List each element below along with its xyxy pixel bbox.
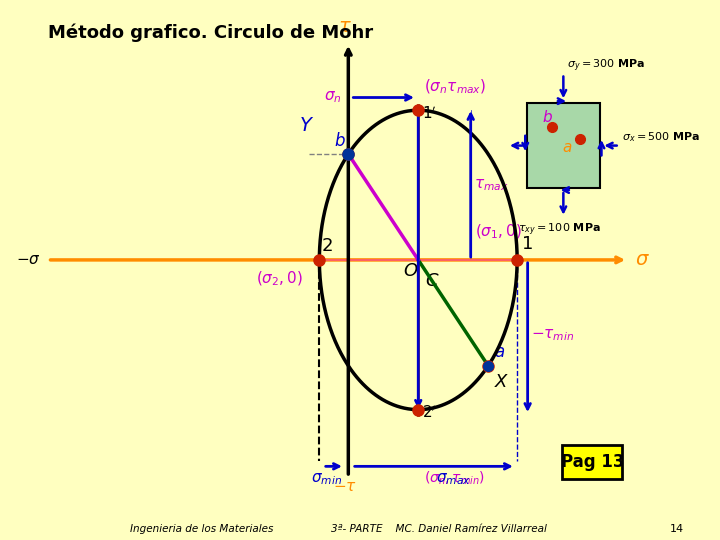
Text: $2'$: $2'$ (423, 404, 437, 421)
Text: $a$: $a$ (562, 140, 572, 156)
Text: $\sigma_n$: $\sigma_n$ (324, 90, 341, 105)
Text: $a$: $a$ (494, 343, 505, 361)
Text: 3ª- PARTE    MC. Daniel Ramírez Villarreal: 3ª- PARTE MC. Daniel Ramírez Villarreal (331, 524, 547, 534)
Text: $Y$: $Y$ (300, 116, 315, 135)
Text: $(\sigma_2, 0)$: $(\sigma_2, 0)$ (256, 269, 303, 288)
Text: $b$: $b$ (541, 109, 553, 125)
Text: $X$: $X$ (494, 373, 509, 391)
Text: $(\sigma_n\tau_{max})$: $(\sigma_n\tau_{max})$ (424, 77, 486, 96)
Text: $-\sigma$: $-\sigma$ (16, 252, 40, 267)
Text: $(\sigma_n, \tau_{min})$: $(\sigma_n, \tau_{min})$ (424, 469, 485, 487)
Text: $2$: $2$ (321, 238, 333, 255)
Text: $-\tau_{min}$: $-\tau_{min}$ (531, 327, 575, 342)
Text: $\sigma_{min}$: $\sigma_{min}$ (311, 471, 343, 487)
Text: $1'$: $1'$ (423, 105, 437, 122)
Text: 14: 14 (670, 524, 684, 534)
Text: Método grafico. Circulo de Mohr: Método grafico. Circulo de Mohr (48, 24, 373, 42)
FancyBboxPatch shape (562, 445, 623, 479)
Text: $b$: $b$ (334, 132, 346, 150)
Text: $\sigma_y= 300$ MPa: $\sigma_y= 300$ MPa (567, 58, 645, 74)
Text: $O$: $O$ (403, 262, 418, 280)
Text: $C$: $C$ (426, 272, 440, 291)
Text: $\tau_{max}$: $\tau_{max}$ (474, 177, 509, 193)
Text: $\sigma$: $\sigma$ (635, 251, 650, 269)
Text: $1$: $1$ (521, 235, 532, 253)
FancyBboxPatch shape (526, 103, 600, 188)
Text: $\tau$: $\tau$ (338, 17, 352, 36)
Text: $-\tau$: $-\tau$ (333, 478, 357, 494)
Text: $(\sigma_1, 0)$: $(\sigma_1, 0)$ (475, 223, 522, 241)
Text: $\sigma_x= 500$ MPa: $\sigma_x= 500$ MPa (622, 130, 701, 144)
Text: Ingenieria de los Materiales: Ingenieria de los Materiales (130, 524, 273, 534)
Text: $\tau_{xy}= 100$ MPa: $\tau_{xy}= 100$ MPa (518, 222, 601, 238)
Text: Pag 13: Pag 13 (561, 453, 624, 471)
Text: $\sigma_{max}$: $\sigma_{max}$ (436, 471, 471, 487)
